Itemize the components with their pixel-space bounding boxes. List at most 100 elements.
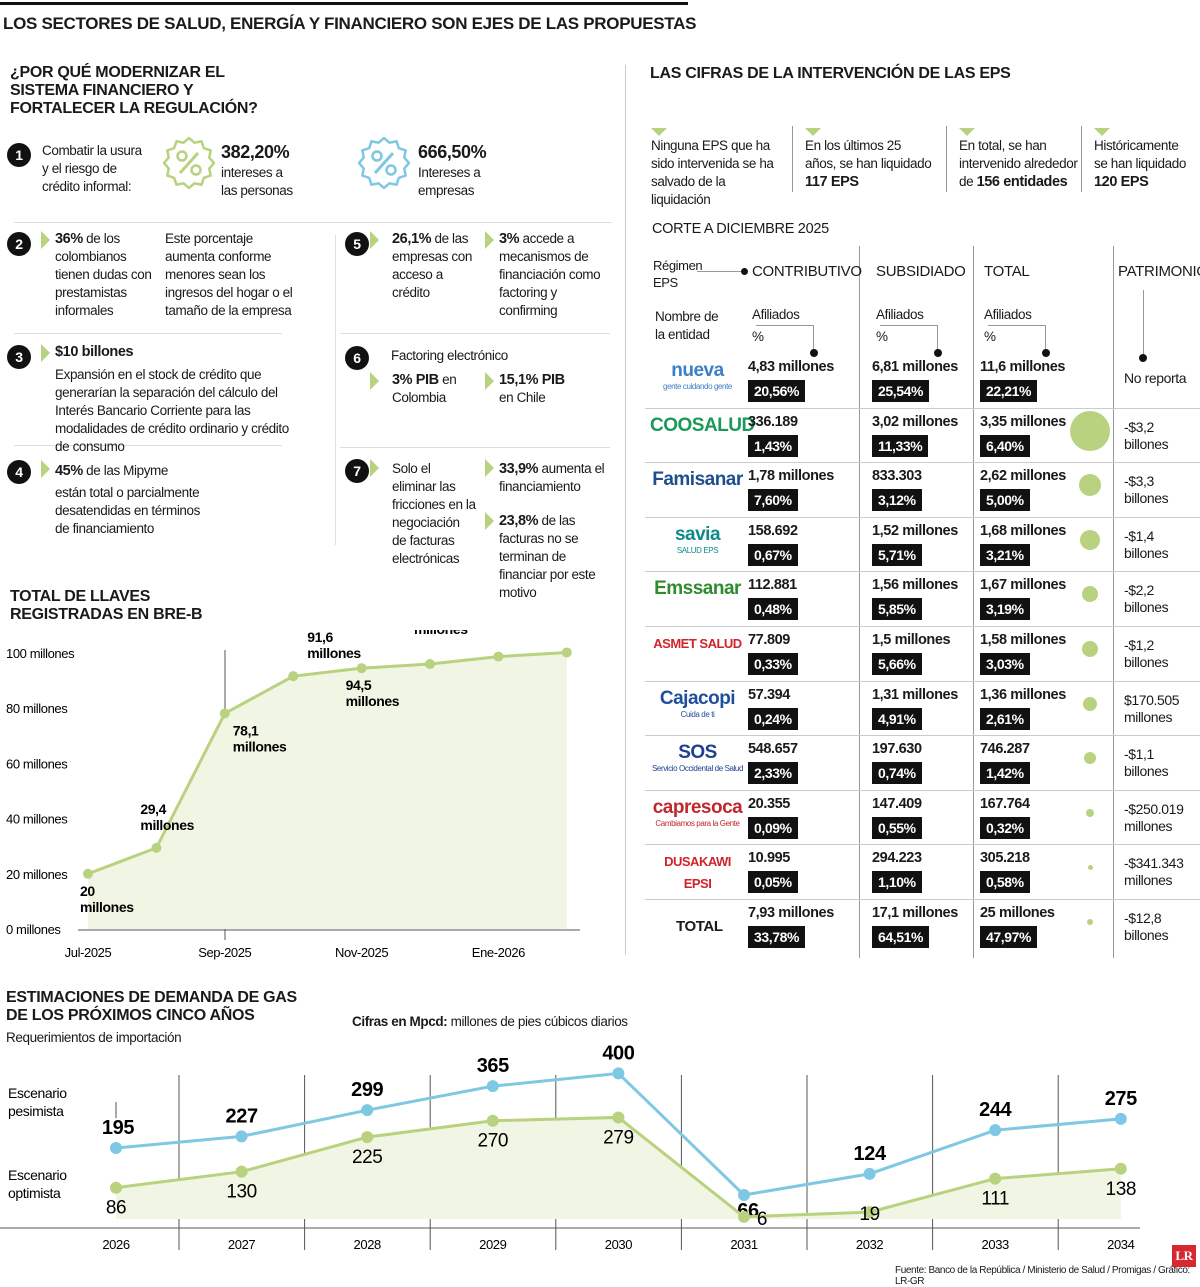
pointer-icon bbox=[805, 128, 821, 136]
divider bbox=[340, 447, 610, 448]
cut-date: CORTE A DICIEMBRE 2025 bbox=[652, 221, 829, 237]
leader-dot bbox=[1139, 354, 1147, 362]
patrimonio-value: $170.505 millones bbox=[1124, 691, 1180, 725]
title-rule bbox=[0, 2, 688, 5]
patrimonio-bubble bbox=[1070, 410, 1110, 451]
affiliates-value: 294.223 bbox=[872, 850, 922, 867]
divider bbox=[946, 126, 947, 192]
row-divider bbox=[645, 407, 1200, 409]
step-number: 5 bbox=[345, 232, 369, 256]
data-label: 124 bbox=[854, 1143, 887, 1165]
row-divider bbox=[645, 516, 1200, 518]
pointer-icon bbox=[485, 231, 494, 249]
leader-line bbox=[880, 325, 938, 352]
text-block: 36% de los colombianos tienen dudas con … bbox=[55, 230, 157, 320]
y-tick-label: 60 millones bbox=[6, 756, 68, 771]
affiliates-pct: 20,56% bbox=[748, 380, 806, 402]
x-tick-label: 2034 bbox=[1107, 1237, 1134, 1252]
affiliates-value: 833.303 bbox=[872, 468, 922, 485]
data-label: 91,6 millones bbox=[307, 630, 361, 661]
step-number: 7 bbox=[345, 459, 369, 483]
y-tick-label: 100 millones bbox=[6, 646, 75, 661]
divider bbox=[1081, 126, 1082, 192]
column-header: SUBSIDIADO bbox=[876, 263, 966, 280]
affiliates-value: 197.630 bbox=[872, 741, 922, 758]
legend-pct: % bbox=[984, 329, 996, 344]
legend-afiliados: Afiliados bbox=[752, 307, 800, 322]
data-point bbox=[151, 842, 162, 853]
data-label: 400 bbox=[602, 1042, 634, 1064]
affiliates-pct: 0,55% bbox=[872, 816, 922, 839]
x-tick-label: 2032 bbox=[856, 1237, 883, 1252]
data-label: 227 bbox=[226, 1105, 258, 1127]
text: en Chile bbox=[499, 390, 546, 405]
row-divider bbox=[645, 789, 1200, 791]
pointer-icon bbox=[1094, 128, 1110, 136]
affiliates-value: 77.809 bbox=[748, 632, 790, 648]
pointer-icon bbox=[485, 372, 494, 390]
pointer-icon bbox=[41, 344, 50, 362]
text-block: 23,8% de las facturas no se terminan de … bbox=[499, 512, 614, 602]
patrimonio-bubble bbox=[1084, 752, 1096, 765]
affiliates-pct: 0,24% bbox=[748, 707, 798, 730]
affiliates-value: 20.355 bbox=[748, 795, 790, 812]
data-label: 244 bbox=[979, 1099, 1012, 1121]
eps-logo: COOSALUD bbox=[650, 414, 755, 436]
patrimonio-value: -$1,1 billones bbox=[1124, 746, 1169, 780]
column-divider bbox=[1113, 246, 1114, 958]
text: Combatir la usura y el riesgo de crédito… bbox=[42, 143, 142, 194]
data-point bbox=[110, 1181, 122, 1194]
legend-nombre: Nombre de la entidad bbox=[655, 309, 719, 342]
affiliates-value: 3,35 millones bbox=[980, 413, 1066, 430]
data-label: 130 bbox=[226, 1182, 257, 1203]
series-line bbox=[87, 650, 567, 876]
text-block: 15,1% PIB en Chile bbox=[499, 371, 579, 407]
y-tick-label: 40 millones bbox=[6, 812, 68, 827]
affiliates-value: 3,02 millones bbox=[872, 413, 958, 430]
data-point bbox=[612, 1067, 625, 1080]
y-tick-label: 80 millones bbox=[6, 701, 68, 716]
leader-dot bbox=[810, 349, 818, 357]
patrimonio-bubble bbox=[1080, 529, 1100, 550]
text-block: Expansión en el stock de crédito que gen… bbox=[55, 366, 295, 456]
text: están total o parcialmente desatendidas … bbox=[55, 485, 200, 536]
leader-dot bbox=[741, 268, 748, 275]
leader-line bbox=[756, 325, 814, 352]
patrimonio-bubble bbox=[1087, 919, 1093, 925]
patrimonio-bubble bbox=[1083, 696, 1097, 711]
affiliates-pct: 33,78% bbox=[748, 926, 806, 948]
patrimonio-bubble bbox=[1082, 586, 1098, 603]
column-header: CONTRIBUTIVO bbox=[752, 263, 862, 280]
affiliates-pct: 5,71% bbox=[872, 543, 922, 566]
stat-label: intereses a las personas bbox=[221, 165, 293, 198]
eps-logo: Famisanar bbox=[652, 469, 743, 491]
data-point bbox=[612, 1111, 625, 1124]
affiliates-pct: 0,48% bbox=[748, 598, 798, 621]
patrimonio-bubble bbox=[1082, 641, 1098, 657]
text: Expansión en el stock de crédito que gen… bbox=[55, 367, 289, 454]
pointer-icon bbox=[370, 372, 379, 390]
data-label: 20 millones bbox=[80, 883, 134, 915]
affiliates-value: 4,83 millones bbox=[748, 359, 834, 375]
data-point bbox=[83, 868, 93, 879]
affiliates-pct: 3,03% bbox=[980, 653, 1030, 675]
affiliates-pct: 2,61% bbox=[980, 707, 1030, 730]
data-label: 19 bbox=[859, 1204, 879, 1225]
data-point bbox=[356, 663, 367, 674]
affiliates-pct: 22,21% bbox=[980, 380, 1038, 402]
affiliates-value: 57.394 bbox=[748, 686, 790, 703]
data-label: 96millones bbox=[414, 630, 468, 637]
column-header: PATRIMONIO bbox=[1118, 263, 1200, 280]
x-tick-label: Ene-2026 bbox=[472, 945, 525, 960]
series-label: Escenario optimista bbox=[8, 1167, 67, 1201]
affiliates-pct: 3,19% bbox=[980, 598, 1030, 621]
gas-subtitle: Requerimientos de importación bbox=[6, 1030, 182, 1045]
text-block: 3% accede a mecanismos de financiación c… bbox=[499, 230, 614, 320]
text: Este porcentaje aumenta conforme menores… bbox=[165, 231, 293, 318]
affiliates-value: 1,52 millones bbox=[872, 522, 958, 539]
divider bbox=[335, 235, 336, 545]
affiliates-value: 7,93 millones bbox=[748, 905, 834, 921]
column-header: TOTAL bbox=[984, 263, 1030, 280]
data-label: 225 bbox=[352, 1147, 383, 1168]
patrimonio-value: No reporta bbox=[1124, 370, 1187, 386]
